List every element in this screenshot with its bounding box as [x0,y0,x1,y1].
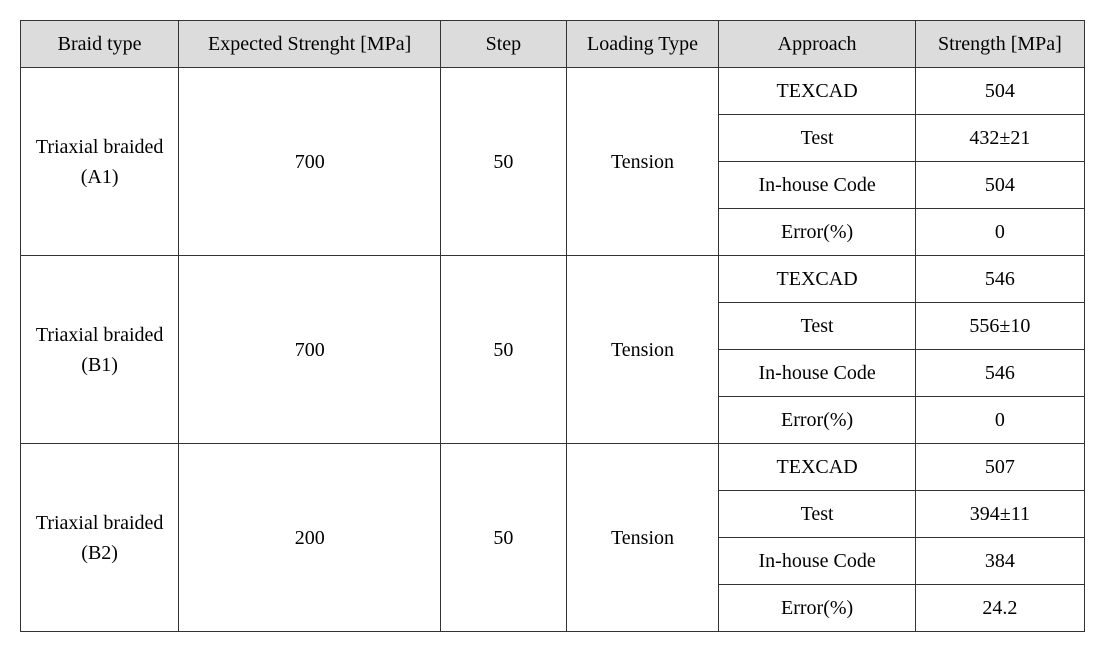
header-step: Step [441,21,566,68]
cell-strength: 556±10 [915,303,1084,350]
header-braid-type: Braid type [21,21,179,68]
cell-strength: 24.2 [915,585,1084,632]
strength-comparison-table: Braid type Expected Strenght [MPa] Step … [20,20,1085,632]
cell-strength: 384 [915,538,1084,585]
cell-approach: Test [719,303,915,350]
cell-approach: TEXCAD [719,256,915,303]
cell-approach: Test [719,115,915,162]
cell-strength: 0 [915,397,1084,444]
cell-approach: Error(%) [719,397,915,444]
cell-expected-strength: 200 [179,444,441,632]
cell-loading-type: Tension [566,256,719,444]
table-body: Triaxial braided (A1) 700 50 Tension TEX… [21,68,1085,632]
cell-approach: Error(%) [719,209,915,256]
cell-approach: TEXCAD [719,444,915,491]
cell-step: 50 [441,256,566,444]
cell-strength: 504 [915,68,1084,115]
cell-loading-type: Tension [566,68,719,256]
header-expected-strength: Expected Strenght [MPa] [179,21,441,68]
cell-strength: 0 [915,209,1084,256]
cell-expected-strength: 700 [179,256,441,444]
header-approach: Approach [719,21,915,68]
cell-braid-type: Triaxial braided (B2) [21,444,179,632]
cell-loading-type: Tension [566,444,719,632]
table-row: Triaxial braided (A1) 700 50 Tension TEX… [21,68,1085,115]
cell-strength: 546 [915,350,1084,397]
cell-approach: TEXCAD [719,68,915,115]
cell-approach: In-house Code [719,162,915,209]
cell-approach: In-house Code [719,538,915,585]
cell-braid-type: Triaxial braided (A1) [21,68,179,256]
cell-strength: 546 [915,256,1084,303]
cell-expected-strength: 700 [179,68,441,256]
table-header-row: Braid type Expected Strenght [MPa] Step … [21,21,1085,68]
cell-strength: 432±21 [915,115,1084,162]
cell-approach: Test [719,491,915,538]
cell-strength: 504 [915,162,1084,209]
cell-strength: 394±11 [915,491,1084,538]
cell-step: 50 [441,444,566,632]
header-loading-type: Loading Type [566,21,719,68]
table-row: Triaxial braided (B2) 200 50 Tension TEX… [21,444,1085,491]
cell-strength: 507 [915,444,1084,491]
table-row: Triaxial braided (B1) 700 50 Tension TEX… [21,256,1085,303]
cell-step: 50 [441,68,566,256]
cell-approach: Error(%) [719,585,915,632]
cell-braid-type: Triaxial braided (B1) [21,256,179,444]
header-strength: Strength [MPa] [915,21,1084,68]
cell-approach: In-house Code [719,350,915,397]
